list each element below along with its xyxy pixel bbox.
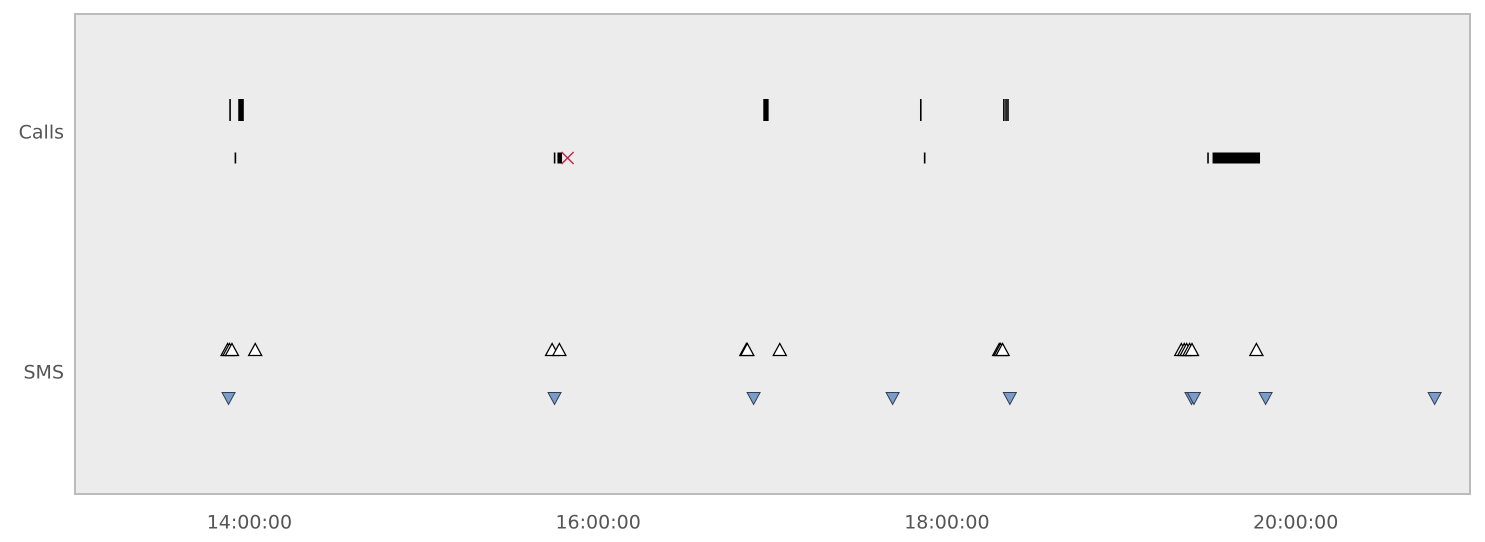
missed-call-marker [561, 151, 575, 165]
received-sms-marker [746, 392, 761, 406]
sent-sms-marker [247, 342, 263, 357]
call-duration-bar [1007, 99, 1009, 121]
x-tick-label: 18:00:00 [904, 512, 989, 534]
call-duration-bar [923, 152, 926, 164]
y-axis: Calls SMS [19, 122, 64, 384]
sent-sms-marker [739, 342, 755, 357]
received-sms-marker [547, 392, 562, 406]
call-duration-bar [1212, 152, 1261, 164]
call-duration-bar [919, 99, 922, 121]
call-duration-bar [1005, 99, 1007, 121]
call-duration-bar [763, 99, 769, 121]
call-duration-bar [1207, 152, 1209, 164]
sent-sms-marker [1184, 342, 1200, 357]
y-tick-label: SMS [23, 362, 64, 384]
call-duration-bar [553, 152, 556, 164]
received-sms-marker [1258, 392, 1273, 406]
sent-sms-marker [551, 342, 567, 357]
x-axis: 14:00:00 16:00:00 18:00:00 20:00:00 [207, 512, 1339, 534]
call-duration-bar [238, 99, 244, 121]
x-tick-label: 16:00:00 [555, 512, 640, 534]
call-duration-bar [557, 152, 563, 164]
plot-area [74, 13, 1471, 495]
sent-sms-marker [224, 342, 240, 357]
received-sms-marker [1186, 392, 1202, 406]
sent-sms-marker [772, 342, 788, 357]
call-duration-bar [1003, 99, 1005, 121]
x-tick-label: 14:00:00 [207, 512, 292, 534]
x-tick-label: 20:00:00 [1253, 512, 1338, 534]
received-sms-marker [885, 392, 900, 406]
y-tick-label: Calls [19, 122, 64, 144]
call-duration-bar [234, 152, 237, 164]
sent-sms-marker [1248, 342, 1264, 357]
received-sms-marker [1427, 392, 1442, 406]
chart-marks [219, 99, 1442, 406]
received-sms-marker [1002, 392, 1018, 406]
sent-sms-marker [994, 342, 1011, 357]
received-sms-marker [221, 392, 236, 406]
call-duration-bar [229, 99, 231, 121]
